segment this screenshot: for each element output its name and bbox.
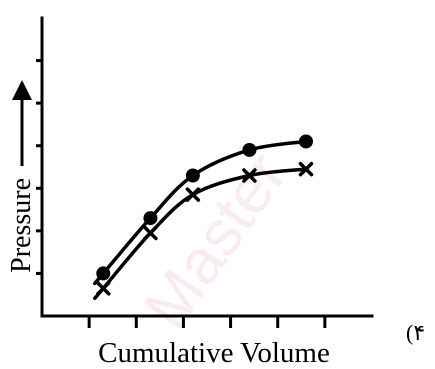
series-2-point-1 bbox=[96, 281, 111, 296]
x-ticks bbox=[87, 316, 327, 328]
x-axis-label: Cumulative Volume bbox=[98, 337, 330, 369]
series-1-point-4 bbox=[242, 142, 257, 157]
series-2-point-5-stroke-b bbox=[298, 161, 314, 177]
series-2-point-2-stroke-b bbox=[143, 225, 158, 241]
series-2-point-1-stroke-b bbox=[96, 281, 111, 296]
y-axis-label: Pressure bbox=[6, 178, 37, 273]
series-layer bbox=[93, 134, 314, 301]
option-label: (۴ bbox=[406, 320, 425, 345]
series-2-point-5 bbox=[298, 161, 314, 177]
y-axis-title: Pressure bbox=[6, 80, 37, 273]
series-1-point-2 bbox=[143, 211, 158, 226]
series-2-point-3-stroke-b bbox=[185, 187, 201, 202]
series-2-point-3 bbox=[185, 187, 201, 202]
series-1-point-1 bbox=[96, 266, 111, 281]
series-1-point-3 bbox=[185, 168, 200, 183]
y-axis-arrow-head bbox=[12, 80, 32, 100]
series-1-point-5 bbox=[299, 134, 313, 149]
series-2-point-4-stroke-b bbox=[242, 168, 257, 183]
series-2-point-2 bbox=[143, 225, 158, 241]
watermark-text: Master bbox=[130, 140, 301, 342]
series-2-point-4 bbox=[242, 168, 257, 183]
y-ticks bbox=[36, 59, 42, 275]
